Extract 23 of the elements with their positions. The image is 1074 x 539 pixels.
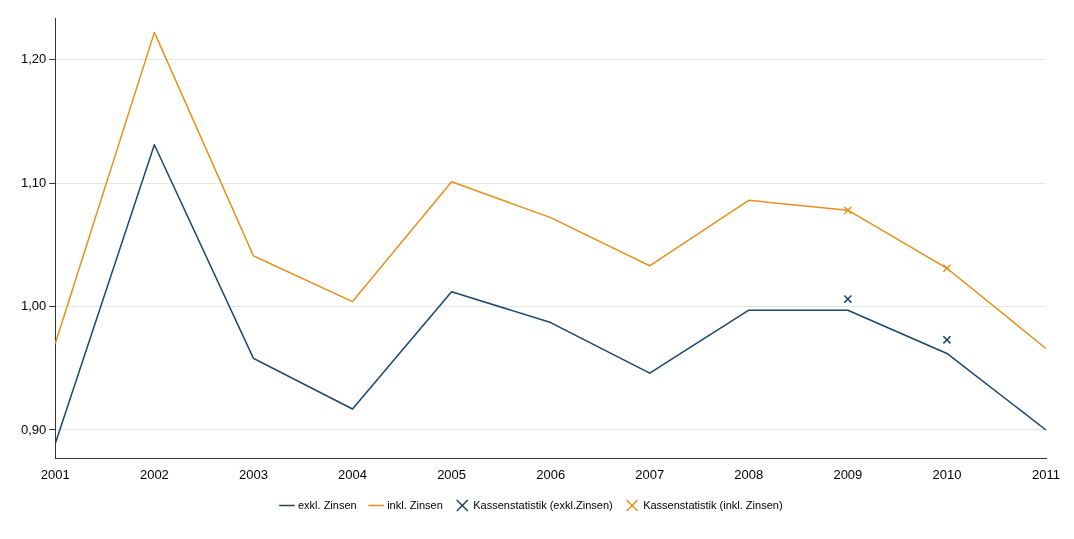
point	[942, 263, 952, 273]
x-tick-label: 2011	[1032, 466, 1060, 482]
legend-label: Kassenstatistik (exkl.Zinsen)	[473, 498, 613, 511]
y-tick-label: 1,10	[20, 174, 47, 190]
legend-label: Kassenstatistik (inkl. Zinsen)	[643, 498, 783, 511]
y-tick-label: 1,20	[20, 51, 47, 67]
legend-label: inkl. Zinsen	[387, 498, 443, 511]
x-tick-label: 2002	[139, 466, 169, 482]
y-tick-label: 0,90	[20, 421, 47, 437]
x-tick-label: 2009	[833, 466, 863, 482]
x-tick-label: 2003	[238, 466, 268, 482]
x-tick-label: 2005	[437, 466, 467, 482]
legend-label: exkl. Zinsen	[297, 498, 357, 511]
point	[843, 205, 853, 215]
x-tick-label: 2008	[734, 466, 764, 482]
x-tick-label: 2004	[338, 466, 367, 482]
x-tick-label: 2001	[40, 466, 70, 482]
point	[942, 335, 952, 345]
x-tick-label: 2007	[635, 466, 665, 482]
y-tick-label: 1,00	[20, 298, 47, 314]
x-tick-label: 2010	[932, 466, 962, 482]
point	[843, 294, 853, 304]
x-tick-label: 2006	[536, 466, 566, 482]
